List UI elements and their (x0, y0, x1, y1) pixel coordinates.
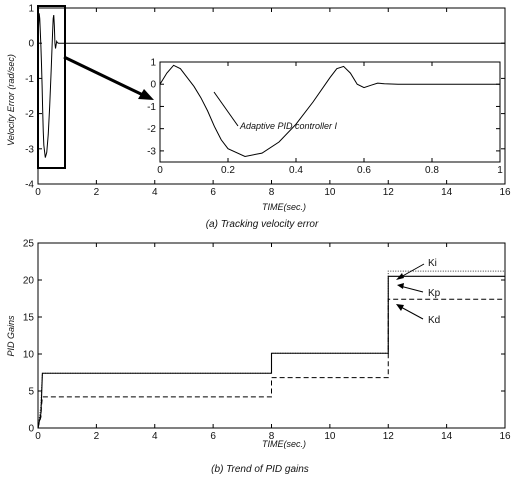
panel-a-x-ticks: 0 2 4 6 8 10 12 14 16 (35, 8, 511, 198)
inset-ytick-label: -1 (147, 102, 156, 113)
panel-b-xtick-label: 0 (35, 431, 41, 442)
panel-a-xtick-label: 12 (383, 187, 395, 198)
panel-b-ytick-label: 15 (23, 313, 35, 324)
kd-arrow (398, 305, 424, 320)
legend-kp: Kp (428, 288, 441, 299)
panel-a-y-label: Velocity Error (rad/sec) (6, 54, 16, 146)
panel-b-y-ticks: 25 20 15 10 5 0 (23, 239, 505, 435)
panel-a-xtick-label: 4 (152, 187, 158, 198)
series-kd-line (37, 298, 505, 429)
panel-a: 10-1-2-3-4 0 2 4 6 8 10 12 14 16 10-1-2-3 0 0.2 0.… (6, 4, 511, 231)
panel-b: 25 20 15 10 5 0 0 2 4 6 8 10 12 14 16 Ki Kp Kd PID Ga… (6, 239, 511, 476)
ki-arrow (398, 263, 425, 279)
inset-ytick-label: 0 (150, 80, 156, 91)
inset-annotation: Adaptive PID controller I (239, 121, 338, 131)
panel-a-xtick-label: 10 (324, 187, 336, 198)
inset-xtick-label: 0.6 (357, 165, 371, 176)
kd-arrowhead (396, 304, 404, 311)
inset-error-line (159, 64, 500, 157)
zoom-arrow (63, 55, 144, 97)
inset-ytick-label: 1 (150, 58, 156, 69)
panel-b-xtick-label: 10 (324, 431, 336, 442)
panel-b-xtick-label: 8 (269, 431, 275, 442)
legend-ki: Ki (428, 258, 437, 269)
inset-xtick-label: 0.4 (289, 165, 303, 176)
panel-b-xtick-label: 16 (499, 431, 511, 442)
panel-b-xtick-label: 4 (152, 431, 158, 442)
panel-a-xtick-label: 6 (210, 187, 216, 198)
panel-a-xtick-label: 2 (94, 187, 100, 198)
panel-a-x-label: TIME(sec.) (262, 202, 306, 212)
panel-b-y-label: PID Gains (6, 315, 16, 357)
panel-a-xtick-label: 0 (35, 187, 41, 198)
panel-b-xtick-label: 6 (210, 431, 216, 442)
panel-b-x-label: TIME(sec.) (262, 439, 306, 449)
inset-xtick-label: 0.2 (221, 165, 235, 176)
panel-a-ytick-label: -4 (25, 180, 34, 191)
inset-ytick-label: -2 (147, 124, 156, 135)
panel-a-ytick-label: -2 (25, 109, 34, 120)
panel-b-ytick-label: 0 (28, 424, 34, 435)
panel-b-caption: (b) Trend of PID gains (211, 464, 309, 475)
inset-frame (159, 61, 501, 163)
panel-a-error-line (37, 13, 505, 158)
zoom-box (37, 5, 66, 169)
inset-x-ticks: 0 0.2 0.4 0.6 0.8 1 (157, 62, 503, 176)
inset-xtick-label: 0.8 (425, 165, 439, 176)
inset-ytick-label: -3 (147, 146, 156, 157)
kp-arrowhead (397, 283, 404, 289)
panel-b-ytick-label: 25 (23, 239, 35, 250)
panel-b-xtick-label: 14 (441, 431, 453, 442)
panel-a-caption: (a) Tracking velocity error (206, 219, 319, 230)
kp-arrow (399, 285, 424, 293)
panel-a-ytick-label: -3 (25, 144, 34, 155)
legend-kd: Kd (428, 315, 440, 326)
zoom-arrowhead (138, 89, 154, 100)
panel-b-plot-frame (37, 242, 506, 429)
panel-a-xtick-label: 16 (499, 187, 511, 198)
panel-a-xtick-label: 8 (269, 187, 275, 198)
panel-a-xtick-label: 14 (441, 187, 453, 198)
panel-b-ytick-label: 20 (23, 276, 35, 287)
panel-a-ytick-label: 0 (28, 39, 34, 50)
panel-b-x-ticks: 0 2 4 6 8 10 12 14 16 (35, 243, 511, 442)
panel-a-ytick-label: 1 (28, 4, 34, 15)
inset-xtick-label: 1 (497, 165, 503, 176)
panel-a-ytick-label: -1 (25, 74, 34, 85)
panel-b-xtick-label: 2 (94, 431, 100, 442)
inset-xtick-label: 0 (157, 165, 163, 176)
inset-annotation-leader (213, 91, 239, 127)
panel-b-ytick-label: 10 (23, 350, 35, 361)
ki-arrowhead (396, 273, 404, 280)
panel-b-ytick-label: 5 (28, 387, 34, 398)
panel-b-xtick-label: 12 (383, 431, 395, 442)
